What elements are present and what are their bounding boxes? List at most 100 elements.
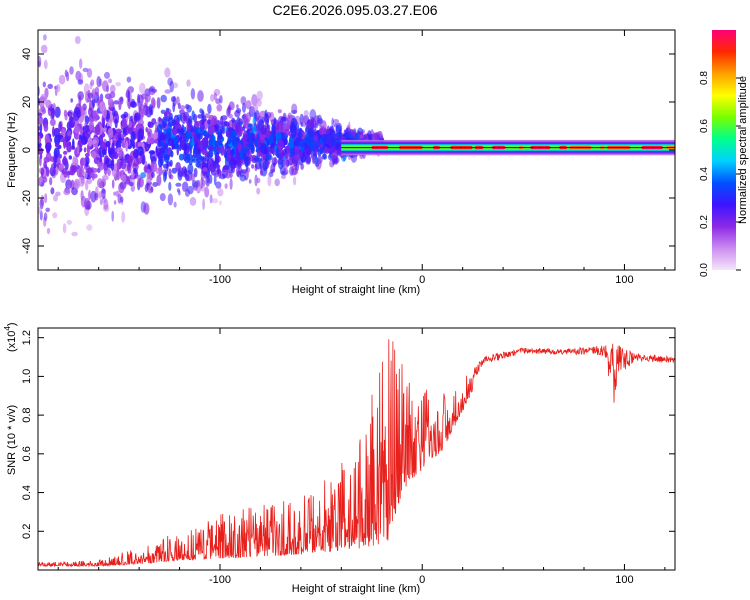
spectrogram-cell [151, 171, 155, 178]
spectrogram-cell [130, 131, 136, 142]
spectrogram-cell [209, 162, 216, 173]
spectrogram-cell [300, 152, 306, 158]
spectrogram-cell [304, 133, 311, 145]
spectrogram-cell [72, 156, 76, 167]
spectrogram-cell [149, 103, 152, 115]
spectrogram-cell [171, 167, 178, 174]
spectrogram-cell [223, 164, 230, 171]
spectrogram-cell [282, 138, 288, 146]
spectrogram-cell [46, 166, 50, 177]
spectrogram-cell [278, 145, 282, 150]
spectrogram-cell [189, 196, 197, 206]
spectrogram-cell [178, 153, 184, 161]
spectrogram-cell [116, 170, 121, 181]
spectrogram-cell [175, 162, 181, 172]
spectrogram-cell [294, 145, 300, 154]
spectrogram-cell [157, 157, 163, 168]
spectrogram-cell [211, 198, 219, 204]
spectrogram-cell [164, 111, 171, 118]
spectrogram-cell [207, 145, 214, 151]
spectrogram-cell [149, 137, 155, 145]
spectrogram-cell [79, 157, 87, 166]
spectrogram-cell [69, 66, 74, 75]
spectrogram-cell [236, 108, 242, 114]
y-tick-label: 0.6 [21, 446, 33, 461]
spectrogram-cell [168, 181, 172, 191]
spectrogram-cell [71, 231, 78, 237]
spectrogram-cell [299, 143, 305, 148]
y-tick-label: -20 [21, 190, 33, 206]
spectrogram-cell [152, 182, 159, 187]
spectrogram-cell [70, 98, 73, 103]
spectrogram-cell [193, 133, 197, 144]
spectrogram-cell [266, 160, 270, 166]
spectrogram-cell [252, 132, 255, 142]
spectrogram-cell [82, 67, 89, 73]
spectrogram-cell [248, 179, 252, 184]
spectrogram-cell [144, 184, 149, 193]
spectrogram-cell [164, 169, 168, 181]
spectrogram-cell [147, 131, 152, 139]
x-tick-label: 100 [615, 574, 633, 586]
spectrogram-cell [240, 169, 247, 174]
y-tick-label: 40 [21, 48, 33, 60]
spectrogram-cell [370, 129, 374, 138]
spectrogram-cell [330, 137, 335, 148]
y-tick-label: 0.4 [21, 485, 33, 500]
spectrogram-cell [291, 127, 297, 138]
spectrogram-cell [85, 180, 89, 191]
spectrogram-cell [167, 116, 174, 127]
spectrogram-cell [160, 109, 166, 115]
spectrogram-cell [374, 131, 381, 141]
spectrogram-cell [251, 164, 255, 169]
spectrogram-cell [113, 200, 117, 205]
spectrogram-cell [202, 157, 207, 169]
spectrogram-cell [98, 191, 102, 199]
spectrogram-cell [99, 198, 103, 206]
spectrogram-cell [270, 163, 276, 173]
spectrogram-cell [244, 118, 249, 129]
spectrogram-cell [336, 148, 343, 156]
spectrogram-cell [83, 170, 88, 179]
colorbar-tick-label: 0.6 [699, 119, 710, 133]
colorbar-tick-label: 0.8 [699, 71, 710, 85]
spectrogram-cell [315, 140, 319, 147]
spectrogram-cell [260, 124, 267, 135]
spectrogram-cell [44, 87, 49, 99]
spectrogram-cell [295, 138, 301, 147]
spectrogram-cell [319, 145, 325, 155]
spectrogram-cell [249, 137, 253, 143]
spectrogram-cell [288, 137, 294, 149]
spectrogram-cell [159, 193, 166, 202]
spectrogram-cell [120, 196, 124, 203]
spectrogram-cell [63, 171, 68, 178]
colorbar-gradient [712, 30, 736, 270]
spectrogram-cell [259, 167, 263, 175]
spectrogram-cell [195, 161, 201, 168]
spectrogram-cell [205, 175, 211, 187]
spectrogram-cell [278, 157, 284, 170]
spectrogram-cell [210, 94, 215, 102]
spectrogram-cell [251, 104, 258, 113]
spectrogram-cell [164, 89, 171, 94]
spectrogram-cell [42, 81, 46, 88]
spectrogram-cell [258, 157, 263, 163]
spectrogram-cell [146, 177, 152, 184]
spectrogram-cell [49, 177, 53, 186]
spectrogram-cell [56, 84, 61, 93]
spectrogram-cell [346, 132, 350, 138]
spectrogram-cell [170, 96, 176, 103]
snr-frame [37, 327, 676, 571]
spectrogram-cell [110, 84, 116, 94]
spectrogram-cell [293, 176, 297, 186]
spectrogram-cell [130, 171, 135, 179]
spectrogram-cell [53, 194, 58, 202]
spectrogram-cell [176, 96, 180, 106]
spectrogram-cell [46, 227, 51, 235]
spectrogram-cell [107, 168, 111, 176]
spectrogram-cell [215, 181, 222, 189]
spectrogram-cell [76, 144, 80, 155]
spectrogram-cell [254, 161, 262, 170]
spectrogram-cell [202, 167, 208, 172]
